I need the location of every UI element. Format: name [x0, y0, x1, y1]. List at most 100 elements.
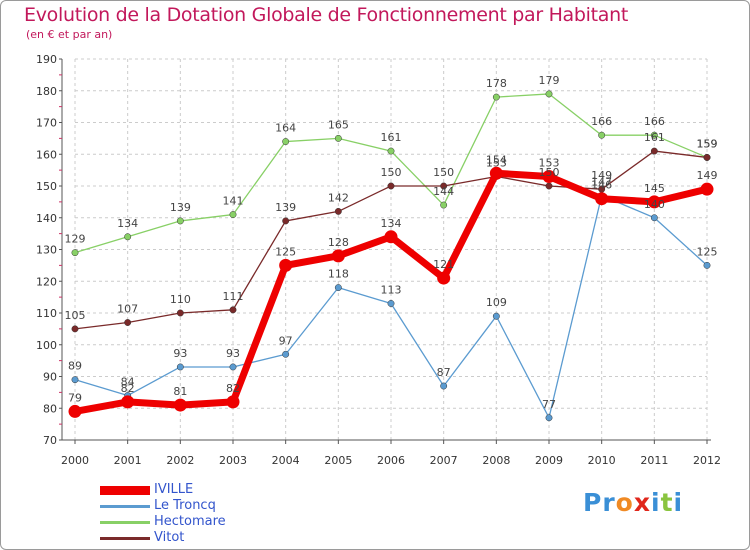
data-point-le-troncq	[387, 300, 395, 307]
logo-letter: x	[633, 488, 651, 517]
y-tick-label: 160	[36, 148, 57, 161]
data-point-iville	[68, 404, 82, 418]
data-label-iville: 81	[173, 385, 187, 398]
legend-item: Le Troncq	[100, 498, 300, 514]
data-point-hectomare	[650, 131, 658, 139]
y-tick-label: 130	[36, 244, 57, 257]
legend-item: Hectomare	[100, 514, 300, 530]
data-point-vitot	[650, 147, 658, 155]
legend-swatch	[100, 486, 150, 495]
data-label-vitot: 139	[275, 201, 296, 214]
y-tick-label: 120	[36, 275, 57, 288]
data-label-vitot: 111	[223, 290, 244, 303]
legend-swatch	[100, 521, 150, 524]
data-point-hectomare	[229, 211, 237, 219]
data-point-hectomare	[124, 233, 132, 241]
data-point-iville	[700, 182, 714, 196]
data-point-hectomare	[176, 217, 184, 225]
data-point-le-troncq	[229, 363, 237, 371]
logo-letter: i	[651, 488, 661, 517]
x-tick-label: 2007	[430, 454, 458, 467]
data-label-hectomare: 139	[170, 201, 191, 214]
x-tick-label: 2011	[640, 454, 668, 467]
data-label-iville: 79	[68, 391, 82, 404]
data-point-le-troncq	[703, 261, 711, 269]
legend-label: Le Troncq	[154, 498, 216, 513]
data-point-iville	[489, 166, 503, 180]
data-label-le-troncq: 87	[437, 366, 451, 379]
data-label-le-troncq: 97	[279, 334, 293, 347]
data-label-iville: 128	[328, 236, 349, 249]
data-point-hectomare	[387, 147, 395, 155]
data-point-hectomare	[71, 249, 79, 257]
x-tick-label: 2012	[693, 454, 721, 467]
data-label-vitot: 150	[539, 166, 560, 179]
data-point-vitot	[124, 319, 132, 326]
x-tick-label: 2006	[377, 454, 405, 467]
y-tick-label: 140	[36, 212, 57, 225]
data-point-iville	[279, 258, 293, 272]
data-label-vitot: 110	[170, 293, 191, 306]
data-label-le-troncq: 93	[226, 347, 240, 360]
legend-label: IVILLE	[154, 482, 194, 497]
y-tick-label: 110	[36, 307, 57, 320]
data-label-vitot: 150	[381, 166, 402, 179]
data-point-iville	[121, 395, 135, 409]
data-point-iville	[542, 169, 556, 183]
data-label-hectomare: 166	[591, 115, 612, 128]
data-label-vitot: 142	[328, 191, 349, 204]
y-tick-label: 70	[43, 434, 57, 447]
data-point-iville	[595, 192, 609, 206]
y-tick-label: 190	[36, 53, 57, 66]
data-label-le-troncq: 140	[644, 198, 665, 211]
data-label-hectomare: 144	[433, 185, 454, 198]
data-label-hectomare: 141	[223, 195, 244, 208]
proxiti-logo: Proxiti	[583, 488, 683, 517]
chart-subtitle: (en € et par an)	[26, 28, 113, 41]
x-tick-label: 2005	[324, 454, 352, 467]
data-label-hectomare: 164	[275, 122, 296, 135]
x-tick-label: 2008	[482, 454, 510, 467]
x-tick-label: 2001	[114, 454, 142, 467]
x-tick-label: 2003	[219, 454, 247, 467]
data-point-hectomare	[545, 90, 553, 98]
chart-legend: IVILLE Le Troncq Hectomare Vitot	[100, 482, 300, 546]
legend-swatch	[100, 537, 150, 540]
x-tick-label: 2002	[166, 454, 194, 467]
y-tick-label: 180	[36, 85, 57, 98]
data-point-vitot	[387, 182, 395, 190]
logo-letter: r	[602, 488, 616, 517]
data-point-le-troncq	[282, 350, 290, 358]
data-label-le-troncq: 118	[328, 268, 349, 281]
legend-swatch	[100, 505, 150, 508]
y-tick-label: 80	[43, 402, 57, 415]
data-label-iville: 153	[539, 156, 560, 169]
data-label-vitot: 149	[591, 169, 612, 182]
data-label-le-troncq: 77	[542, 398, 556, 411]
data-label-le-troncq: 125	[697, 245, 718, 258]
data-label-hectomare: 134	[117, 217, 138, 230]
data-point-hectomare	[492, 93, 500, 101]
data-point-vitot	[545, 182, 553, 190]
data-label-le-troncq: 84	[121, 376, 135, 389]
data-label-iville: 121	[433, 258, 454, 271]
y-tick-label: 100	[36, 339, 57, 352]
x-tick-label: 2000	[61, 454, 89, 467]
x-tick-label: 2004	[272, 454, 300, 467]
data-point-iville	[226, 395, 240, 409]
x-tick-label: 2009	[535, 454, 563, 467]
data-point-le-troncq	[650, 214, 658, 222]
data-point-iville	[437, 271, 451, 285]
data-point-le-troncq	[176, 363, 184, 371]
data-point-iville	[384, 230, 398, 244]
data-label-vitot: 161	[644, 131, 665, 144]
data-label-le-troncq: 147	[591, 176, 612, 189]
data-label-vitot: 159	[697, 137, 718, 150]
data-point-hectomare	[334, 134, 342, 142]
data-label-vitot: 107	[117, 303, 138, 316]
legend-label: Vitot	[154, 530, 185, 545]
data-label-hectomare: 179	[539, 74, 560, 87]
data-point-le-troncq	[545, 414, 553, 422]
data-point-vitot	[71, 325, 79, 333]
